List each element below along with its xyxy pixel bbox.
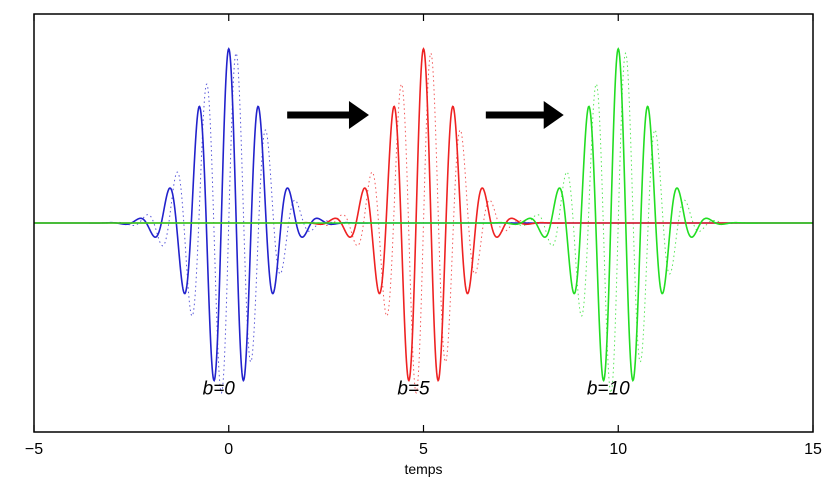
plot-area — [34, 47, 813, 394]
series-annotation-1: b=5 — [397, 378, 430, 399]
x-tick-label-2: 5 — [419, 441, 428, 458]
x-axis: −5 0 5 10 15 — [25, 14, 822, 458]
series-line-1 — [34, 47, 813, 383]
series-annotation-2: b=10 — [587, 378, 630, 399]
shift-arrow-1 — [485, 101, 564, 130]
x-tick-label-1: 0 — [224, 441, 233, 458]
series-line-2 — [34, 47, 813, 383]
series-annotation-0: b=0 — [203, 378, 236, 399]
x-tick-label-0: −5 — [25, 441, 43, 458]
annotations: b=0 b=5 b=10 — [203, 378, 630, 399]
shift-arrow-0 — [287, 101, 369, 130]
x-tick-label-4: 15 — [804, 441, 822, 458]
x-axis-label: temps — [404, 461, 442, 477]
series-line-0 — [34, 47, 813, 383]
x-tick-label-3: 10 — [609, 441, 627, 458]
